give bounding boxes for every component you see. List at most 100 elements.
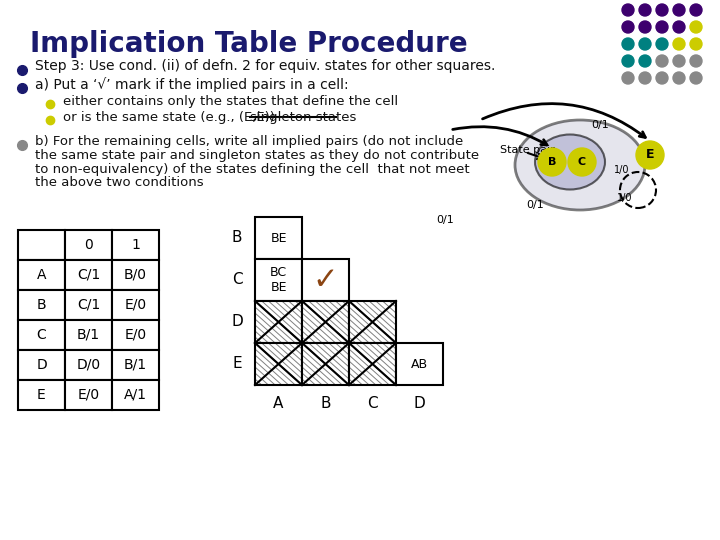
FancyBboxPatch shape xyxy=(112,260,159,290)
Text: 1: 1 xyxy=(131,238,140,252)
Text: 0/1: 0/1 xyxy=(591,120,609,130)
FancyBboxPatch shape xyxy=(18,290,65,320)
Text: E/0: E/0 xyxy=(125,298,147,312)
Circle shape xyxy=(673,4,685,16)
FancyBboxPatch shape xyxy=(112,290,159,320)
FancyBboxPatch shape xyxy=(302,259,349,301)
Circle shape xyxy=(538,148,566,176)
Text: E/0: E/0 xyxy=(78,388,99,402)
FancyBboxPatch shape xyxy=(302,343,349,385)
Circle shape xyxy=(656,38,668,50)
Text: singleton states: singleton states xyxy=(251,111,356,124)
Circle shape xyxy=(568,148,596,176)
Text: D/0: D/0 xyxy=(76,358,101,372)
Text: Implication Table Procedure: Implication Table Procedure xyxy=(30,30,467,58)
Text: B/1: B/1 xyxy=(124,358,147,372)
Text: C: C xyxy=(578,157,586,167)
Text: A/1: A/1 xyxy=(124,388,147,402)
Text: Step 3: Use cond. (ii) of defn. 2 for equiv. states for other squares.: Step 3: Use cond. (ii) of defn. 2 for eq… xyxy=(35,59,495,73)
Text: E/0: E/0 xyxy=(125,328,147,342)
Text: E: E xyxy=(232,356,242,372)
Circle shape xyxy=(639,38,651,50)
Circle shape xyxy=(656,72,668,84)
Circle shape xyxy=(636,141,664,169)
Text: A: A xyxy=(274,395,284,410)
Text: C/1: C/1 xyxy=(77,298,100,312)
FancyBboxPatch shape xyxy=(302,301,349,343)
Text: b) For the remaining cells, write all implied pairs (do not include: b) For the remaining cells, write all im… xyxy=(35,134,463,147)
Circle shape xyxy=(656,55,668,67)
FancyBboxPatch shape xyxy=(112,350,159,380)
FancyBboxPatch shape xyxy=(18,320,65,350)
Text: 1/0: 1/0 xyxy=(614,165,630,175)
Text: AB: AB xyxy=(411,357,428,370)
Text: D: D xyxy=(413,395,426,410)
FancyBboxPatch shape xyxy=(18,350,65,380)
FancyBboxPatch shape xyxy=(18,380,65,410)
Text: D: D xyxy=(231,314,243,329)
Circle shape xyxy=(656,21,668,33)
FancyBboxPatch shape xyxy=(255,301,302,343)
Text: or is the same state (e.g., (E,E))—: or is the same state (e.g., (E,E))— xyxy=(63,111,288,124)
FancyBboxPatch shape xyxy=(65,350,112,380)
FancyBboxPatch shape xyxy=(65,290,112,320)
FancyBboxPatch shape xyxy=(255,343,302,385)
Circle shape xyxy=(622,55,634,67)
Circle shape xyxy=(622,4,634,16)
FancyBboxPatch shape xyxy=(18,260,65,290)
Text: C: C xyxy=(232,273,243,287)
FancyBboxPatch shape xyxy=(112,380,159,410)
Circle shape xyxy=(673,21,685,33)
Circle shape xyxy=(690,55,702,67)
FancyBboxPatch shape xyxy=(18,230,65,260)
FancyBboxPatch shape xyxy=(255,259,302,301)
Circle shape xyxy=(639,55,651,67)
Circle shape xyxy=(690,4,702,16)
Circle shape xyxy=(622,72,634,84)
Text: State pair: State pair xyxy=(500,145,554,155)
FancyBboxPatch shape xyxy=(255,217,302,259)
Text: C: C xyxy=(37,328,46,342)
Text: B: B xyxy=(232,231,242,246)
Text: 0/1: 0/1 xyxy=(526,200,544,210)
Circle shape xyxy=(673,72,685,84)
Text: BE: BE xyxy=(270,232,287,245)
Circle shape xyxy=(690,72,702,84)
Text: B/1: B/1 xyxy=(77,328,100,342)
Text: 0: 0 xyxy=(84,238,93,252)
FancyBboxPatch shape xyxy=(65,320,112,350)
Circle shape xyxy=(673,55,685,67)
Circle shape xyxy=(622,38,634,50)
Text: 0/1: 0/1 xyxy=(436,215,454,225)
Text: D: D xyxy=(36,358,47,372)
Text: the above two conditions: the above two conditions xyxy=(35,177,204,190)
FancyBboxPatch shape xyxy=(65,260,112,290)
Text: B/0: B/0 xyxy=(124,268,147,282)
Text: the same state pair and singleton states as they do not contribute: the same state pair and singleton states… xyxy=(35,148,479,161)
FancyBboxPatch shape xyxy=(112,230,159,260)
Text: to non-equivalency) of the states defining the cell  that not meet: to non-equivalency) of the states defini… xyxy=(35,163,469,176)
FancyBboxPatch shape xyxy=(396,343,443,385)
Ellipse shape xyxy=(535,134,605,190)
Circle shape xyxy=(690,38,702,50)
Text: C: C xyxy=(367,395,378,410)
Text: B: B xyxy=(548,157,556,167)
Circle shape xyxy=(639,4,651,16)
Text: 1/0: 1/0 xyxy=(617,193,633,203)
FancyBboxPatch shape xyxy=(65,230,112,260)
Text: a) Put a ‘√’ mark if the implied pairs in a cell:: a) Put a ‘√’ mark if the implied pairs i… xyxy=(35,78,348,92)
Text: C/1: C/1 xyxy=(77,268,100,282)
Text: ✓: ✓ xyxy=(312,266,338,294)
Circle shape xyxy=(639,72,651,84)
Text: either contains only the states that define the cell: either contains only the states that def… xyxy=(63,94,398,107)
Circle shape xyxy=(656,4,668,16)
Text: BC
BE: BC BE xyxy=(270,266,287,294)
Circle shape xyxy=(673,38,685,50)
Circle shape xyxy=(622,21,634,33)
Text: A: A xyxy=(37,268,46,282)
Ellipse shape xyxy=(515,120,645,210)
Circle shape xyxy=(690,21,702,33)
Text: E: E xyxy=(37,388,46,402)
Text: E: E xyxy=(646,148,654,161)
FancyBboxPatch shape xyxy=(65,380,112,410)
